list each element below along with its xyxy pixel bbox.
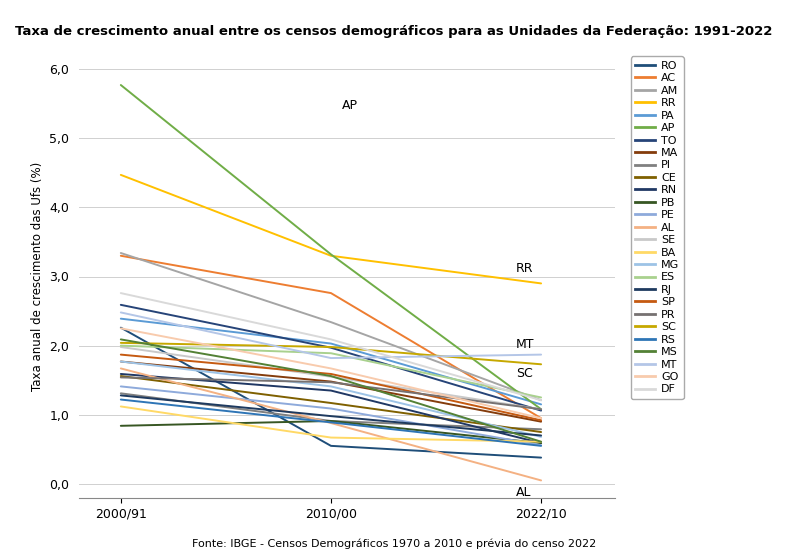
Legend: RO, AC, AM, RR, PA, AP, TO, MA, PI, CE, RN, PB, PE, AL, SE, BA, MG, ES, RJ, SP, : RO, AC, AM, RR, PA, AP, TO, MA, PI, CE, … bbox=[631, 56, 684, 399]
Text: AL: AL bbox=[516, 486, 531, 499]
Text: SC: SC bbox=[516, 367, 533, 380]
Text: RR: RR bbox=[516, 262, 533, 275]
Y-axis label: Taxa anual de crescimento das Ufs (%): Taxa anual de crescimento das Ufs (%) bbox=[31, 162, 43, 391]
Text: AP: AP bbox=[341, 98, 358, 112]
Text: Fonte: IBGE - Censos Demográficos 1970 a 2010 e prévia do censo 2022: Fonte: IBGE - Censos Demográficos 1970 a… bbox=[191, 539, 597, 550]
Text: MT: MT bbox=[516, 338, 534, 351]
Text: Taxa de crescimento anual entre os censos demográficos para as Unidades da Feder: Taxa de crescimento anual entre os censo… bbox=[15, 25, 773, 38]
